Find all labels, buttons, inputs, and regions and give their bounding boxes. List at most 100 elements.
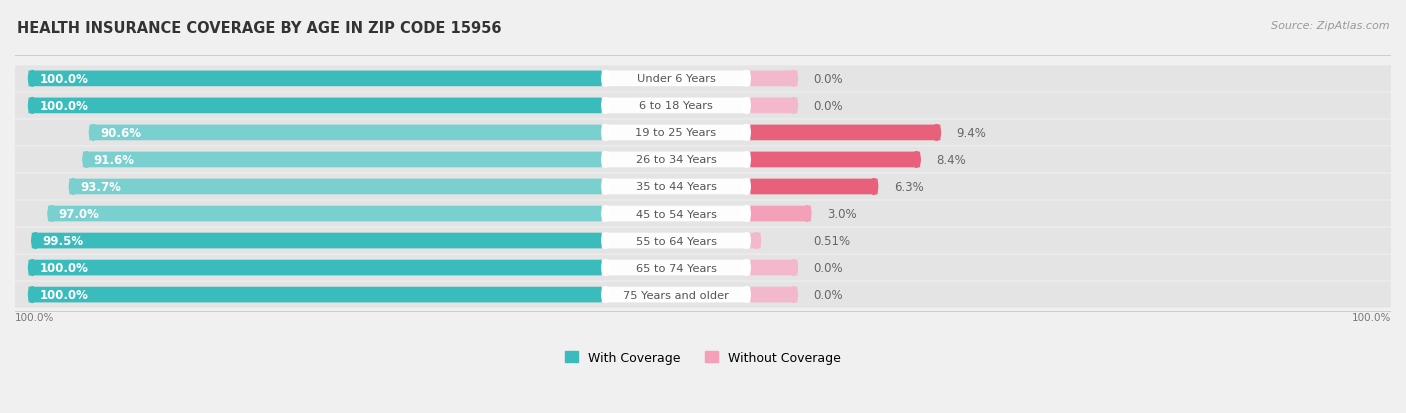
- FancyBboxPatch shape: [751, 260, 797, 276]
- Circle shape: [742, 206, 751, 222]
- Circle shape: [932, 125, 941, 141]
- FancyBboxPatch shape: [14, 228, 1392, 254]
- Text: 93.7%: 93.7%: [80, 180, 121, 194]
- FancyBboxPatch shape: [28, 287, 602, 303]
- FancyBboxPatch shape: [751, 287, 797, 303]
- Text: 100.0%: 100.0%: [15, 312, 55, 322]
- FancyBboxPatch shape: [602, 71, 751, 87]
- Circle shape: [602, 125, 610, 141]
- Text: Under 6 Years: Under 6 Years: [637, 74, 716, 84]
- Circle shape: [602, 233, 610, 249]
- FancyBboxPatch shape: [14, 255, 1392, 281]
- FancyBboxPatch shape: [69, 179, 602, 195]
- FancyBboxPatch shape: [28, 98, 602, 114]
- Text: 100.0%: 100.0%: [1351, 312, 1391, 322]
- FancyBboxPatch shape: [14, 201, 1392, 227]
- Circle shape: [602, 287, 610, 303]
- Text: 3.0%: 3.0%: [827, 207, 856, 221]
- Circle shape: [742, 98, 751, 114]
- Circle shape: [602, 152, 610, 168]
- Circle shape: [602, 206, 610, 222]
- Text: 55 to 64 Years: 55 to 64 Years: [636, 236, 717, 246]
- Circle shape: [28, 260, 37, 276]
- Circle shape: [32, 233, 39, 249]
- Circle shape: [602, 98, 610, 114]
- Text: 99.5%: 99.5%: [42, 235, 83, 247]
- Circle shape: [90, 125, 97, 141]
- Circle shape: [803, 206, 811, 222]
- FancyBboxPatch shape: [751, 233, 761, 249]
- Circle shape: [790, 287, 797, 303]
- FancyBboxPatch shape: [14, 282, 1392, 308]
- Text: 100.0%: 100.0%: [39, 73, 89, 85]
- FancyBboxPatch shape: [602, 287, 751, 303]
- FancyBboxPatch shape: [14, 147, 1392, 173]
- Circle shape: [912, 152, 920, 168]
- Text: 0.0%: 0.0%: [814, 261, 844, 274]
- Circle shape: [790, 98, 797, 114]
- FancyBboxPatch shape: [90, 125, 602, 141]
- Text: 0.0%: 0.0%: [814, 73, 844, 85]
- FancyBboxPatch shape: [32, 233, 602, 249]
- FancyBboxPatch shape: [751, 98, 797, 114]
- FancyBboxPatch shape: [602, 260, 751, 276]
- Text: 6 to 18 Years: 6 to 18 Years: [640, 101, 713, 111]
- FancyBboxPatch shape: [602, 233, 751, 249]
- FancyBboxPatch shape: [14, 66, 1392, 92]
- Circle shape: [742, 125, 751, 141]
- Text: 100.0%: 100.0%: [39, 288, 89, 301]
- FancyBboxPatch shape: [751, 206, 811, 222]
- FancyBboxPatch shape: [602, 125, 751, 141]
- Circle shape: [602, 71, 610, 87]
- Text: HEALTH INSURANCE COVERAGE BY AGE IN ZIP CODE 15956: HEALTH INSURANCE COVERAGE BY AGE IN ZIP …: [17, 21, 502, 36]
- Text: 45 to 54 Years: 45 to 54 Years: [636, 209, 717, 219]
- Text: 0.51%: 0.51%: [814, 235, 851, 247]
- Text: 35 to 44 Years: 35 to 44 Years: [636, 182, 717, 192]
- Text: 6.3%: 6.3%: [894, 180, 924, 194]
- Text: 97.0%: 97.0%: [59, 207, 100, 221]
- Text: 90.6%: 90.6%: [100, 127, 141, 140]
- Circle shape: [742, 260, 751, 276]
- Circle shape: [742, 179, 751, 195]
- FancyBboxPatch shape: [28, 260, 602, 276]
- Circle shape: [742, 287, 751, 303]
- FancyBboxPatch shape: [602, 152, 751, 168]
- Circle shape: [742, 71, 751, 87]
- FancyBboxPatch shape: [751, 71, 797, 87]
- Text: 9.4%: 9.4%: [956, 127, 987, 140]
- FancyBboxPatch shape: [751, 179, 877, 195]
- Text: 26 to 34 Years: 26 to 34 Years: [636, 155, 717, 165]
- Circle shape: [790, 71, 797, 87]
- Text: 100.0%: 100.0%: [39, 261, 89, 274]
- FancyBboxPatch shape: [602, 206, 751, 222]
- Circle shape: [69, 179, 77, 195]
- FancyBboxPatch shape: [751, 125, 941, 141]
- Circle shape: [83, 152, 91, 168]
- FancyBboxPatch shape: [602, 98, 751, 114]
- Circle shape: [28, 287, 37, 303]
- Legend: With Coverage, Without Coverage: With Coverage, Without Coverage: [561, 346, 845, 369]
- Circle shape: [602, 260, 610, 276]
- Circle shape: [28, 98, 37, 114]
- Circle shape: [48, 206, 56, 222]
- Text: 75 Years and older: 75 Years and older: [623, 290, 728, 300]
- FancyBboxPatch shape: [14, 174, 1392, 200]
- Circle shape: [602, 179, 610, 195]
- FancyBboxPatch shape: [602, 179, 751, 195]
- Text: 8.4%: 8.4%: [936, 154, 966, 166]
- Circle shape: [870, 179, 877, 195]
- Circle shape: [790, 260, 797, 276]
- FancyBboxPatch shape: [28, 71, 602, 87]
- Text: 0.0%: 0.0%: [814, 100, 844, 113]
- Text: 19 to 25 Years: 19 to 25 Years: [636, 128, 717, 138]
- Text: 65 to 74 Years: 65 to 74 Years: [636, 263, 717, 273]
- Text: Source: ZipAtlas.com: Source: ZipAtlas.com: [1271, 21, 1389, 31]
- FancyBboxPatch shape: [48, 206, 602, 222]
- Circle shape: [742, 233, 751, 249]
- Text: 91.6%: 91.6%: [94, 154, 135, 166]
- Circle shape: [752, 233, 761, 249]
- Circle shape: [742, 152, 751, 168]
- Circle shape: [28, 71, 37, 87]
- Text: 100.0%: 100.0%: [39, 100, 89, 113]
- Text: 0.0%: 0.0%: [814, 288, 844, 301]
